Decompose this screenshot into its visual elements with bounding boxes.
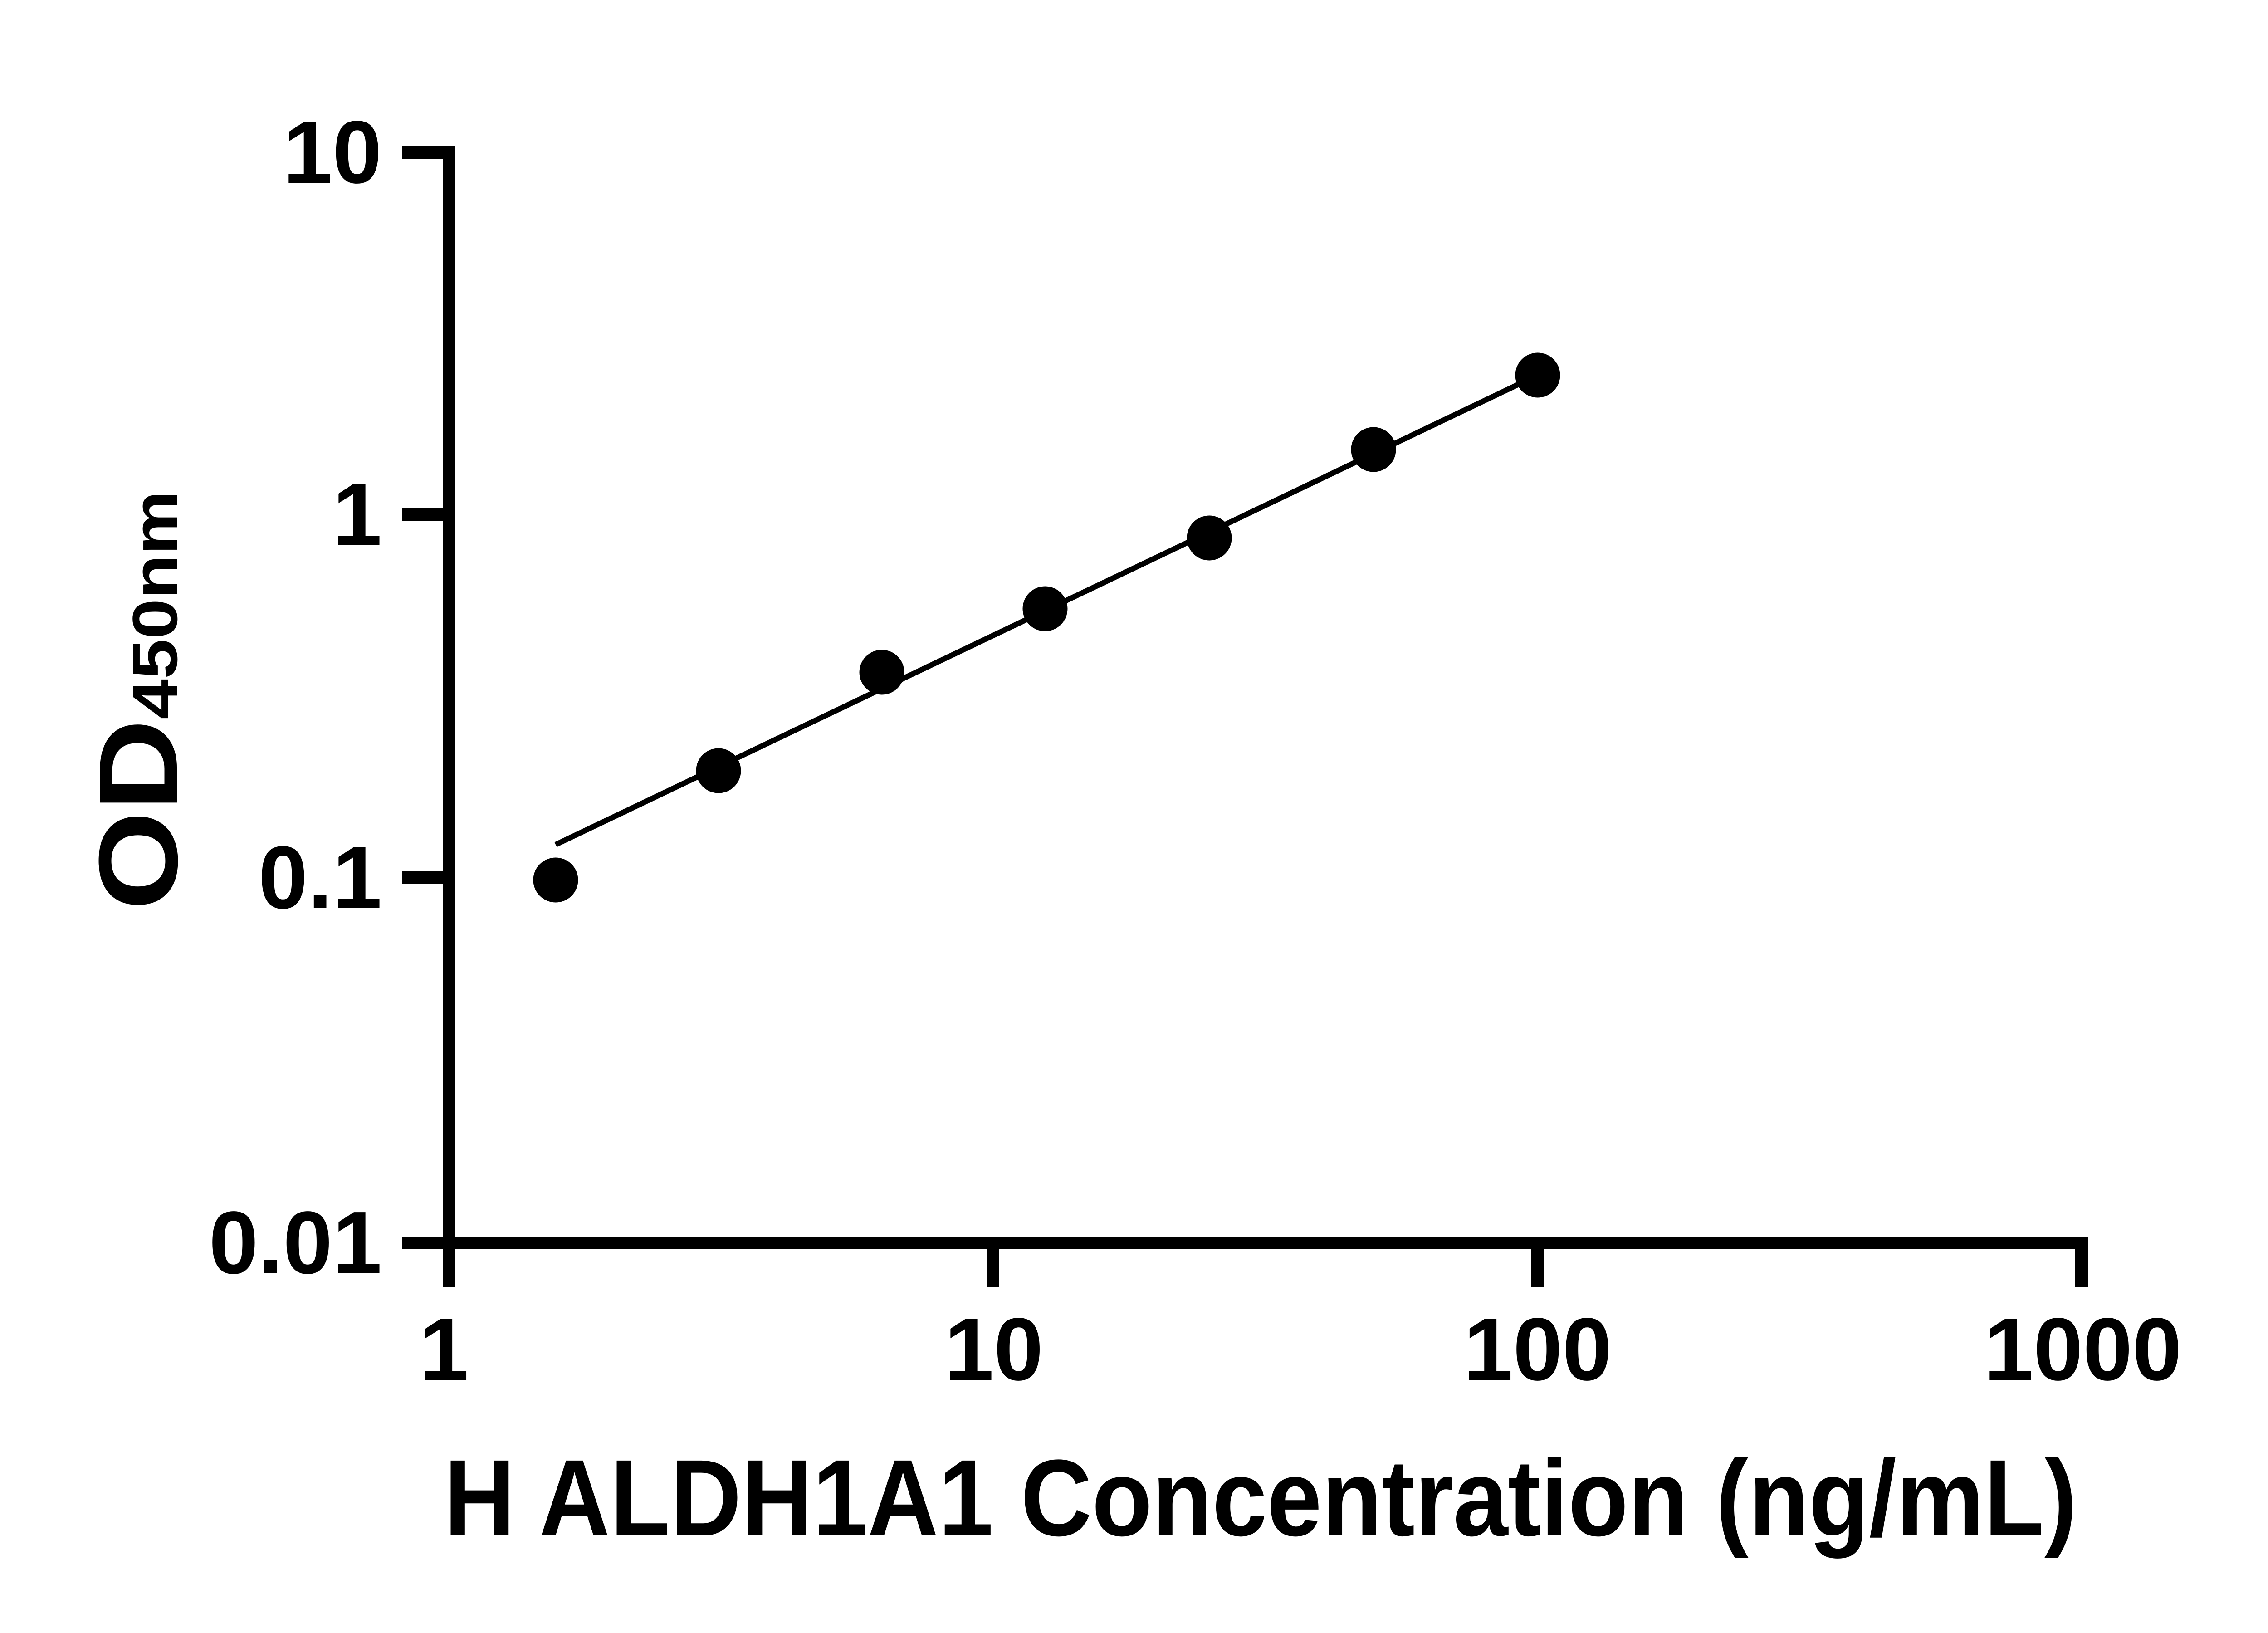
svg-text:H ALDH1A1 Concentration (ng/mL: H ALDH1A1 Concentration (ng/mL)	[444, 1437, 2077, 1559]
svg-text:1: 1	[419, 1300, 469, 1399]
svg-text:0.01: 0.01	[209, 1193, 382, 1292]
svg-text:100: 100	[1463, 1300, 1612, 1399]
svg-text:0.1: 0.1	[259, 828, 382, 927]
svg-text:10: 10	[944, 1300, 1043, 1399]
svg-text:1: 1	[332, 464, 382, 564]
svg-text:10: 10	[283, 103, 382, 202]
svg-text:1000: 1000	[1984, 1300, 2182, 1399]
